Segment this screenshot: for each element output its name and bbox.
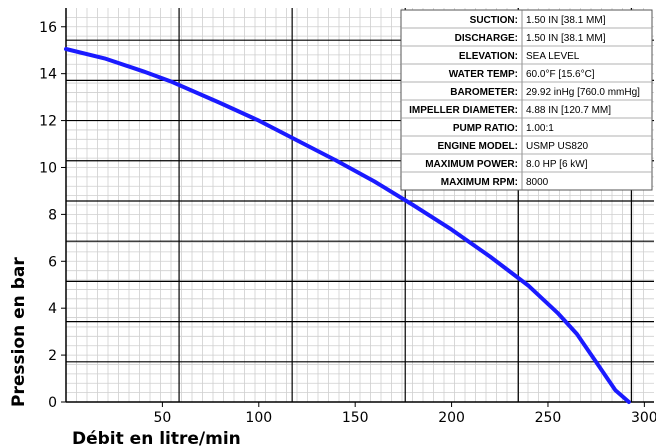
x-axis-label: Débit en litre/min <box>72 429 241 448</box>
x-tick-label: 100 <box>245 410 272 426</box>
x-tick-label: 200 <box>438 410 465 426</box>
x-tick-label: 250 <box>535 410 562 426</box>
y-tick-label: 8 <box>48 207 57 223</box>
spec-value: 8000 <box>526 177 549 188</box>
series-layer <box>64 47 631 404</box>
spec-value: 1.50 IN [38.1 MM] <box>526 15 606 26</box>
spec-value: USMP US820 <box>526 141 589 152</box>
y-axis-label: Pression en bar <box>9 257 29 407</box>
x-tick-label: 300 <box>631 410 656 426</box>
spec-value: 4.88 IN [120.7 MM] <box>526 105 611 116</box>
tick-labels: 50 100 150 200 250 300 0 2 4 6 8 10 12 14 16 <box>39 20 656 426</box>
spec-table: SUCTION: 1.50 IN [38.1 MM] DISCHARGE: 1.50 … <box>400 9 653 191</box>
spec-label: MAXIMUM POWER: <box>425 159 518 170</box>
y-tick-label: 12 <box>39 114 57 130</box>
spec-value: SEA LEVEL <box>526 51 580 62</box>
y-tick-label: 2 <box>48 348 57 364</box>
minor-grid <box>66 8 654 402</box>
spec-label: PUMP RATIO: <box>453 123 518 134</box>
x-tick-label: 50 <box>153 410 171 426</box>
spec-label: BAROMETER: <box>450 87 518 98</box>
pump-curve-line <box>64 47 631 404</box>
spec-label: DISCHARGE: <box>455 33 518 44</box>
spec-label: ENGINE MODEL: <box>437 141 518 152</box>
spec-value: 8.0 HP [6 kW] <box>526 159 588 170</box>
spec-label: IMPELLER DIAMETER: <box>409 105 518 116</box>
spec-value: 1.00:1 <box>526 123 554 134</box>
x-tick-label: 150 <box>342 410 369 426</box>
spec-value: 60.0°F [15.6°C] <box>526 69 595 80</box>
y-tick-label: 0 <box>48 395 57 411</box>
spec-label: ELEVATION: <box>459 51 518 62</box>
spec-label: SUCTION: <box>470 15 518 26</box>
spec-value: 29.92 inHg [760.0 mmHg] <box>526 87 640 98</box>
spec-label: WATER TEMP: <box>449 69 518 80</box>
y-tick-label: 6 <box>48 254 57 270</box>
spec-label: MAXIMUM RPM: <box>441 177 518 188</box>
y-tick-label: 14 <box>39 67 57 83</box>
y-tick-label: 4 <box>48 301 57 317</box>
y-tick-label: 16 <box>39 20 57 36</box>
y-tick-label: 10 <box>39 160 57 176</box>
spec-value: 1.50 IN [38.1 MM] <box>526 33 606 44</box>
